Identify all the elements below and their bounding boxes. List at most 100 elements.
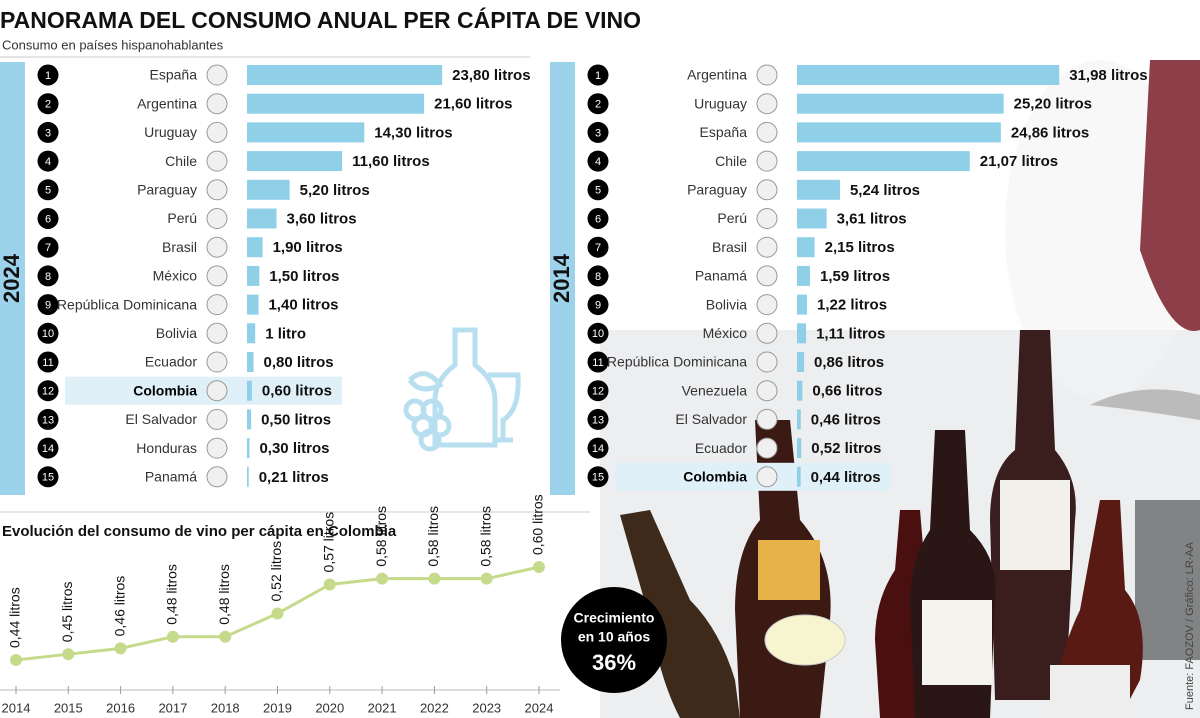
rank-label: 2 [595, 99, 601, 111]
bar [797, 438, 802, 459]
wine-icon [403, 327, 521, 452]
flag [206, 437, 228, 459]
flag [206, 121, 228, 143]
value-label: 0,58 litros [373, 506, 389, 567]
bar [797, 122, 1001, 143]
category-label: Uruguay [694, 95, 747, 111]
x-tick-label: 2016 [106, 700, 135, 715]
flag [756, 466, 778, 488]
category-label: Paraguay [687, 182, 747, 198]
value-label: 0,58 litros [477, 506, 493, 567]
flag [206, 93, 228, 115]
x-tick-label: 2023 [472, 700, 501, 715]
flag [206, 179, 228, 201]
bar [247, 323, 256, 344]
bar [247, 151, 343, 172]
category-label: Honduras [136, 440, 197, 456]
flag [756, 64, 778, 86]
point [62, 648, 75, 661]
category-label: Colombia [683, 469, 747, 485]
rank-label: 5 [45, 185, 51, 197]
rank-badge [37, 236, 59, 258]
value-label: 5,20 litros [300, 182, 370, 199]
point [376, 572, 389, 585]
category-label: El Salvador [125, 411, 197, 427]
rank-label: 4 [45, 156, 51, 168]
category-label: Argentina [137, 95, 197, 111]
flag [756, 150, 778, 172]
bar [797, 237, 815, 258]
flag [206, 64, 228, 86]
flag [206, 466, 228, 488]
value-label: 0,80 litros [264, 354, 334, 371]
flag [206, 150, 228, 172]
rank-badge [37, 351, 59, 373]
point [219, 630, 232, 643]
category-label: Brasil [162, 239, 197, 255]
bar [247, 352, 254, 372]
rank-badge [587, 150, 609, 172]
category-label: Bolivia [156, 325, 197, 341]
category-label: Paraguay [137, 182, 197, 198]
bar [247, 208, 277, 229]
flag [206, 208, 228, 229]
bar [797, 208, 827, 229]
category-label: Perú [167, 210, 197, 226]
value-label: 3,60 litros [287, 210, 357, 227]
category-label: Colombia [133, 382, 197, 398]
category-label: México [703, 325, 748, 341]
category-label: Panamá [695, 268, 747, 284]
value-label: 2,15 litros [825, 239, 895, 256]
rank-badge [37, 179, 59, 201]
bar [797, 409, 801, 430]
value-label: 5,24 litros [850, 182, 920, 199]
rank-label: 13 [592, 414, 604, 426]
flag [206, 351, 228, 373]
flag [756, 351, 778, 373]
rank-badge [37, 466, 59, 488]
point [10, 654, 22, 666]
bar [247, 265, 260, 286]
value-label: 0,45 litros [59, 581, 75, 642]
rank-label: 1 [45, 70, 51, 82]
bar [247, 237, 263, 258]
bar [247, 179, 290, 200]
value-label: 0,57 litros [321, 512, 337, 573]
rank-badge [587, 236, 609, 258]
category-label: España [700, 124, 748, 140]
category-label: Argentina [687, 67, 747, 83]
category-label: República Dominicana [607, 354, 747, 370]
flag [756, 294, 778, 316]
rank-badge [587, 64, 609, 86]
category-label: Brasil [712, 239, 747, 255]
flag [206, 265, 228, 287]
source: Fuente: FAOZOV / Gráfico: LR-AA [1184, 541, 1196, 710]
title: PANORAMA DEL CONSUMO ANUAL PER CÁPITA DE… [0, 6, 641, 33]
value-label: 0,86 litros [814, 354, 884, 371]
wine-photo [600, 60, 1200, 718]
rank-badge [587, 179, 609, 201]
rank-label: 15 [592, 472, 604, 484]
rank-badge [37, 64, 59, 86]
value-label: 24,86 litros [1011, 124, 1089, 141]
value-label: 1,90 litros [273, 239, 343, 256]
x-tick-label: 2021 [368, 700, 397, 715]
x-tick-label: 2019 [263, 700, 292, 715]
category-label: El Salvador [675, 411, 747, 427]
badge-text: en 10 años [578, 629, 651, 645]
rank-badge [587, 93, 609, 115]
rank-badge [587, 121, 609, 143]
bar [797, 265, 811, 286]
rank-label: 2 [45, 99, 51, 111]
flag [206, 322, 228, 344]
x-tick-label: 2015 [54, 700, 83, 715]
value-label: 0,44 litros [811, 469, 881, 486]
value-label: 0,46 litros [811, 411, 881, 428]
panel-band [0, 62, 25, 495]
value-label: 14,30 litros [374, 124, 452, 141]
rank-badge [37, 208, 59, 229]
rank-label: 6 [45, 213, 51, 225]
point [323, 578, 336, 591]
highlight-row [65, 376, 342, 405]
